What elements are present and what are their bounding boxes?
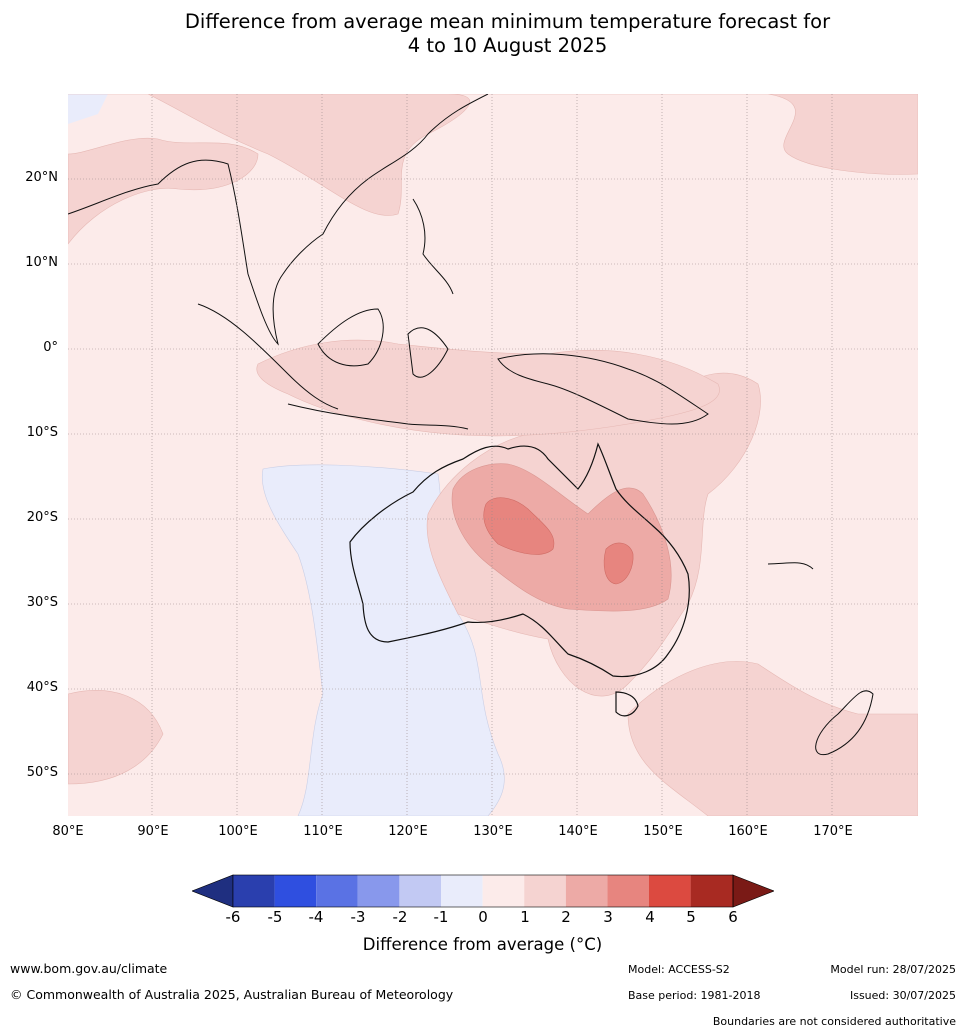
colorbar-segment [399, 875, 441, 907]
anomaly-warm-1-west [68, 137, 259, 245]
lat-label: 0° [43, 340, 58, 355]
model-run-date: Model run: 28/07/2025 [830, 963, 956, 976]
colorbar-label: Difference from average (°C) [362, 935, 603, 954]
colorbar-segment [233, 875, 275, 907]
colorbar-extend-high [732, 874, 775, 908]
colorbar-tick: -5 [267, 908, 283, 926]
website-link[interactable]: www.bom.gov.au/climate [10, 961, 168, 976]
copyright-text: © Commonwealth of Australia 2025, Austra… [10, 987, 454, 1002]
lon-label: 150°E [643, 824, 683, 839]
colorbar-segment [482, 875, 525, 907]
colorbar-segment [274, 875, 317, 907]
lon-label: 140°E [558, 824, 598, 839]
lon-label: 100°E [218, 824, 258, 839]
lat-label: 10°N [25, 255, 58, 270]
colorbar-svg [191, 874, 775, 908]
lon-label: 90°E [137, 824, 169, 839]
title-line-2: 4 to 10 August 2025 [407, 34, 608, 57]
colorbar-tick: -4 [308, 908, 324, 926]
colorbar-tick: 4 [645, 908, 655, 926]
map-gridlines [68, 94, 918, 816]
boundary-disclaimer: Boundaries are not considered authoritat… [712, 1015, 956, 1028]
colorbar-segment [607, 875, 649, 907]
colorbar-tick: -6 [225, 908, 241, 926]
colorbar-segment [690, 875, 733, 907]
colorbar-tick: 6 [728, 908, 738, 926]
anomaly-warm-1-tasman [627, 661, 918, 816]
lat-label: 10°S [26, 425, 58, 440]
colorbar-segment [565, 875, 608, 907]
lon-label: 130°E [473, 824, 513, 839]
colorbar-segment [649, 875, 691, 907]
colorbar-tick: -3 [350, 908, 366, 926]
map-title: Difference from average mean minimum tem… [0, 10, 965, 58]
lat-label: 20°S [26, 510, 58, 525]
colorbar-tick: -2 [392, 908, 408, 926]
colorbar-tick: -1 [433, 908, 449, 926]
forecast-map [68, 94, 918, 816]
map-svg [68, 94, 918, 816]
anomaly-warm-3-west [483, 497, 555, 555]
anomaly-warm-1-indonesia [256, 339, 720, 437]
lon-label: 120°E [388, 824, 428, 839]
anomaly-cool-corner [68, 94, 108, 124]
colorbar-segment [524, 875, 566, 907]
lon-label: 170°E [813, 824, 853, 839]
model-name: Model: ACCESS-S2 [628, 963, 730, 976]
lat-label: 30°S [26, 595, 58, 610]
colorbar-segment [357, 875, 400, 907]
lat-label: 20°N [25, 170, 58, 185]
title-line-1: Difference from average mean minimum tem… [184, 10, 831, 33]
colorbar [191, 874, 775, 908]
lat-label: 50°S [26, 765, 58, 780]
colorbar-tick: 3 [603, 908, 613, 926]
lon-label: 160°E [728, 824, 768, 839]
colorbar-tick: 2 [561, 908, 571, 926]
lon-label: 110°E [303, 824, 343, 839]
base-period: Base period: 1981-2018 [628, 989, 761, 1002]
issued-date: Issued: 30/07/2025 [849, 989, 956, 1002]
anomaly-warm-1-north [68, 94, 918, 216]
colorbar-segment [316, 875, 358, 907]
colorbar-extend-low [191, 874, 234, 908]
coastline-asia [68, 94, 874, 756]
lon-label: 80°E [52, 824, 84, 839]
coastline-australia [349, 442, 690, 717]
colorbar-tick: 5 [686, 908, 696, 926]
anomaly-warm-1-southwest [68, 690, 164, 785]
colorbar-tick: 0 [478, 908, 488, 926]
colorbar-segment [441, 875, 483, 907]
lat-label: 40°S [26, 680, 58, 695]
anomaly-warm-3-east [603, 542, 634, 585]
colorbar-tick: 1 [520, 908, 530, 926]
colorbar-outline [232, 874, 734, 908]
